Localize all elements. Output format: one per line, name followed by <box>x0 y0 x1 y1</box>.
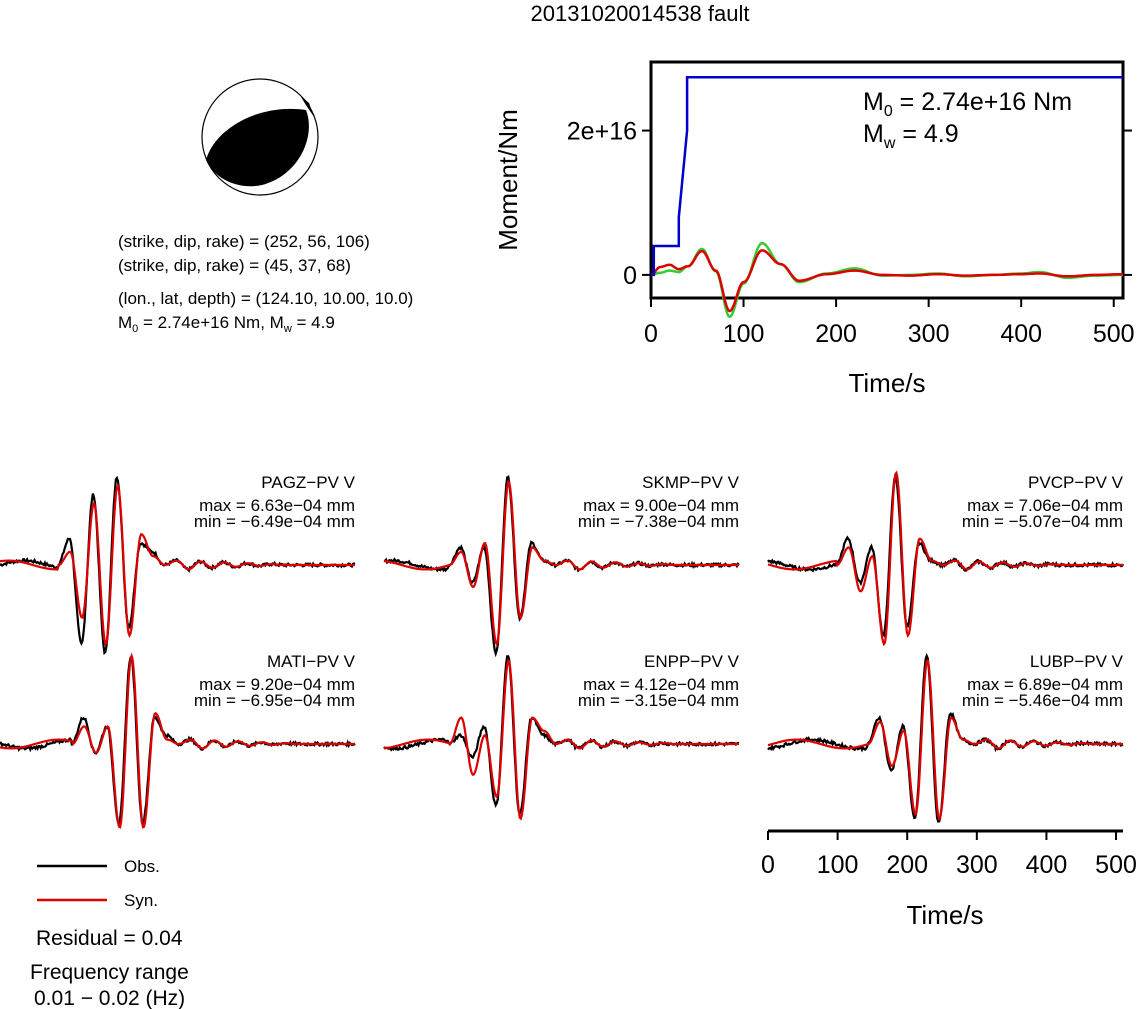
figure-title: 20131020014538 fault <box>531 1 750 26</box>
moment-x-tick-label: 200 <box>815 320 857 348</box>
frequency-range-value: 0.01 − 0.02 (Hz) <box>34 987 185 1009</box>
mechanism-moment-line: M0 = 2.74e+16 Nm, Mw = 4.9 <box>118 313 335 335</box>
station-min: min = −7.38e−04 mm <box>578 512 739 531</box>
station-name: MATI−PV V <box>267 652 356 671</box>
moment-y-tick-label: 2e+16 <box>567 118 637 146</box>
station-max: max = 7.06e−04 mm <box>967 496 1123 515</box>
frequency-range-title: Frequency range <box>30 961 189 984</box>
moment-x-tick-label: 100 <box>723 320 765 348</box>
moment-plot-xlabel: Time/s <box>848 368 925 398</box>
moment-plot-y-axis: 0 2e+16 <box>567 118 1132 290</box>
station-name: LUBP−PV V <box>1030 652 1124 671</box>
waveform-time-axis: 0 100 200 300 400 500 <box>761 829 1137 879</box>
moment-x-tick-label: 400 <box>1000 320 1042 348</box>
station-name: SKMP−PV V <box>642 473 740 492</box>
moment-green-line <box>651 241 1123 319</box>
residual-text: Residual = 0.04 <box>36 927 183 950</box>
syn-trace <box>767 470 1123 647</box>
station-max: max = 9.00e−04 mm <box>583 496 739 515</box>
moment-plot-frame <box>649 60 1125 300</box>
syn-trace <box>767 658 1123 822</box>
waveform-x-tick-label: 0 <box>761 851 775 879</box>
station-name: PVCP−PV V <box>1028 473 1124 492</box>
waveform-x-tick-label: 400 <box>1026 851 1068 879</box>
mechanism-line-1: (strike, dip, rake) = (252, 56, 106) <box>118 232 370 251</box>
legend-syn-label: Syn. <box>124 891 158 910</box>
station-max: max = 6.63e−04 mm <box>199 496 355 515</box>
waveform-x-tick-label: 500 <box>1095 851 1137 879</box>
syn-trace <box>0 483 355 647</box>
moment-rate-line <box>651 75 1123 277</box>
moment-plot-series <box>650 75 1123 319</box>
focal-mechanism-beachball <box>201 78 319 196</box>
syn-trace <box>383 479 739 647</box>
station-name: ENPP−PV V <box>644 652 740 671</box>
syn-trace <box>383 658 739 821</box>
legend: Obs. Syn. Residual = 0.04 Frequency rang… <box>30 857 189 1009</box>
station-min: min = −6.95e−04 mm <box>194 691 355 710</box>
station-min: min = −5.07e−04 mm <box>962 512 1123 531</box>
moment-plot-mw-annotation: Mw = 4.9 <box>863 120 959 152</box>
waveform-xlabel: Time/s <box>906 900 983 930</box>
beachball-small-quadrant <box>300 95 314 117</box>
syn-trace <box>0 652 355 829</box>
moment-x-tick-label: 300 <box>908 320 950 348</box>
station-max: max = 9.20e−04 mm <box>199 675 355 694</box>
moment-y-tick-label: 0 <box>623 262 637 290</box>
station-min: min = −3.15e−04 mm <box>578 691 739 710</box>
moment-plot-m0-annotation: M0 = 2.74e+16 Nm <box>863 88 1072 120</box>
station-min: min = −6.49e−04 mm <box>194 512 355 531</box>
station-max: max = 4.12e−04 mm <box>583 675 739 694</box>
station-min: min = −5.46e−04 mm <box>962 691 1123 710</box>
moment-x-tick-label: 500 <box>1093 320 1135 348</box>
moment-plot: 0 100 200 300 400 500 0 2e+16 Time/s Moment/Nm… <box>493 60 1135 398</box>
moment-x-tick-label: 0 <box>644 320 658 348</box>
beachball-compressional-quadrant <box>206 108 309 187</box>
moment-red-line <box>650 249 1123 313</box>
moment-plot-ylabel: Moment/Nm <box>493 109 523 251</box>
waveform-x-tick-label: 300 <box>956 851 998 879</box>
waveform-x-tick-label: 100 <box>817 851 859 879</box>
mechanism-line-3: (lon., lat, depth) = (124.10, 10.00, 10.… <box>118 289 413 308</box>
mechanism-info: (strike, dip, rake) = (252, 56, 106) (st… <box>118 232 413 335</box>
station-max: max = 6.89e−04 mm <box>967 675 1123 694</box>
waveform-x-tick-label: 200 <box>886 851 928 879</box>
moment-plot-x-axis: 0 100 200 300 400 500 <box>644 298 1135 348</box>
station-name: PAGZ−PV V <box>261 473 355 492</box>
mechanism-line-2: (strike, dip, rake) = (45, 37, 68) <box>118 256 351 275</box>
legend-obs-label: Obs. <box>124 857 160 876</box>
